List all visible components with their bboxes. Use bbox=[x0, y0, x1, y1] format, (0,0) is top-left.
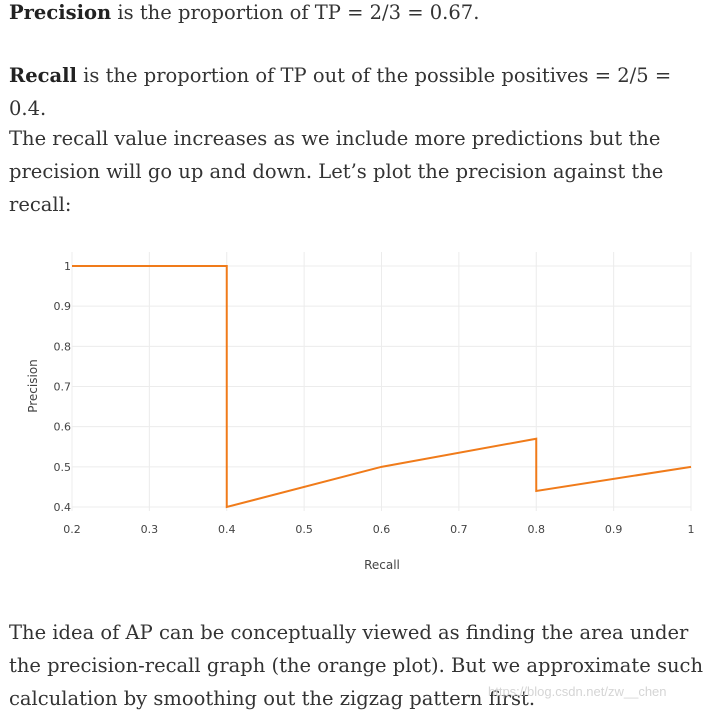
x-tick-label: 0.8 bbox=[528, 523, 546, 536]
x-tick-label: 0.9 bbox=[605, 523, 623, 536]
x-tick-label: 0.5 bbox=[295, 523, 313, 536]
y-tick-label: 0.4 bbox=[54, 501, 72, 514]
x-axis-label: Recall bbox=[364, 558, 400, 572]
ap-explanation-paragraph: The idea of AP can be conceptually viewe… bbox=[9, 621, 704, 710]
precision-term: Precision bbox=[9, 1, 112, 24]
x-tick-label: 1 bbox=[688, 523, 695, 536]
x-tick-label: 0.3 bbox=[141, 523, 159, 536]
y-axis-label: Precision bbox=[26, 359, 40, 413]
grid bbox=[71, 252, 692, 511]
x-tick-label: 0.6 bbox=[373, 523, 391, 536]
watermark: https://blog.csdn.net/zw__chen bbox=[488, 684, 667, 699]
y-tick-label: 0.6 bbox=[54, 421, 72, 434]
y-tick-label: 0.7 bbox=[54, 381, 72, 394]
recall-paragraph: Recall is the proportion of TP out of th… bbox=[9, 59, 709, 125]
x-tick-label: 0.7 bbox=[450, 523, 468, 536]
recall-intro-paragraph: The recall value increases as we include… bbox=[9, 127, 664, 216]
precision-recall-chart: 0.2 0.3 0.4 0.5 0.6 0.7 0.8 0.9 1 0.4 0.5 0.6 0.7 0.8… bbox=[0, 225, 714, 585]
chart-svg: 0.2 0.3 0.4 0.5 0.6 0.7 0.8 0.9 1 0.4 0.5 0.6 0.7 0.8… bbox=[26, 252, 695, 572]
precision-recall-line bbox=[72, 265, 692, 509]
precision-paragraph: Precision is the proportion of TP = 2/3 … bbox=[9, 0, 709, 29]
y-tick-label: 0.5 bbox=[54, 461, 72, 474]
series-layer bbox=[72, 265, 692, 509]
recall-term: Recall bbox=[9, 64, 77, 87]
x-tick-label: 0.2 bbox=[63, 523, 81, 536]
y-tick-label: 0.8 bbox=[54, 340, 72, 353]
x-tick-label: 0.4 bbox=[218, 523, 236, 536]
precision-definition: is the proportion of TP = 2/3 = 0.67. bbox=[111, 1, 480, 24]
tick-labels: 0.2 0.3 0.4 0.5 0.6 0.7 0.8 0.9 1 0.4 0.5 0.6 0.7 0.8… bbox=[54, 260, 695, 536]
y-tick-label: 1 bbox=[64, 260, 71, 273]
recall-definition: is the proportion of TP out of the possi… bbox=[9, 64, 672, 120]
y-tick-label: 0.9 bbox=[54, 300, 72, 313]
